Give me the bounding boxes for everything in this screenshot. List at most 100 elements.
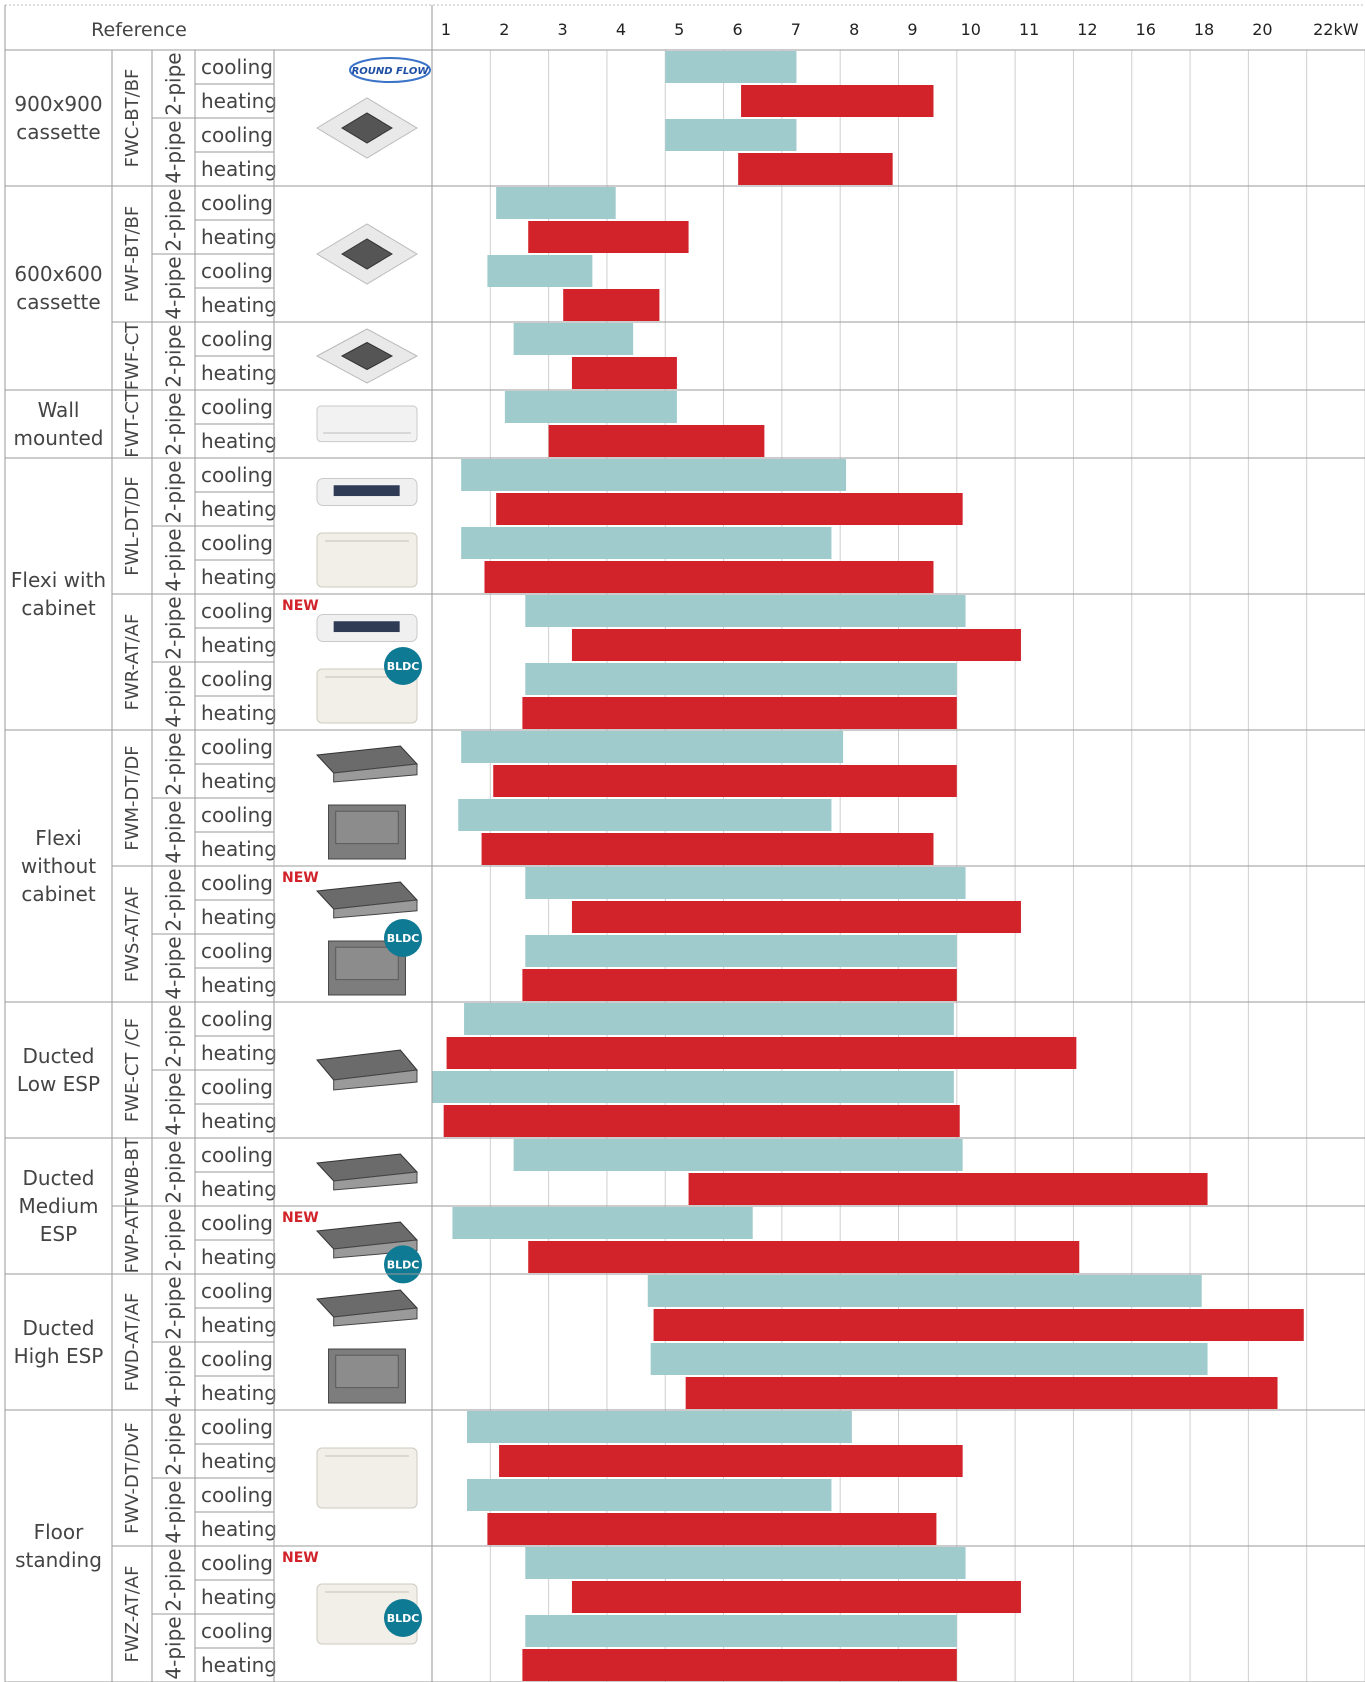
group-label: cabinet	[21, 882, 95, 906]
x-tick-label: 1	[441, 20, 451, 39]
floor-unit-image	[316, 532, 418, 588]
heating-bar	[738, 153, 893, 185]
mode-label: heating	[201, 1653, 277, 1677]
cooling-bar	[461, 527, 832, 559]
model-label: FWB-BT	[122, 1136, 143, 1207]
x-tick-label: 11	[1019, 20, 1039, 39]
mode-label: heating	[201, 497, 277, 521]
pipe-label: 2-pipe	[162, 1140, 186, 1203]
model-label: FWM-DT/DF	[122, 745, 143, 850]
box-unit-image	[328, 940, 406, 996]
heating-bar	[571, 1581, 1021, 1613]
pipe-label: 4-pipe	[162, 256, 186, 319]
group-label: Medium	[19, 1194, 99, 1218]
x-tick-label: 7	[791, 20, 801, 39]
mode-label: cooling	[201, 463, 273, 487]
mode-label: heating	[201, 1313, 277, 1337]
heating-bar	[522, 969, 957, 1001]
pipe-label: 2-pipe	[162, 1276, 186, 1339]
mode-label: cooling	[201, 259, 273, 283]
cooling-bar	[525, 595, 966, 627]
mode-label: cooling	[201, 123, 273, 147]
x-tick-label: 12	[1077, 20, 1097, 39]
group-label: Flexi with	[11, 568, 106, 592]
heating-bar	[741, 85, 934, 117]
heating-bar	[446, 1037, 1077, 1069]
heating-bar	[443, 1105, 960, 1137]
mode-label: cooling	[201, 327, 273, 351]
cassette-image	[315, 328, 419, 384]
pipe-label: 2-pipe	[162, 52, 186, 115]
bldc-text: BLDC	[387, 1612, 420, 1625]
cassette-image	[316, 97, 418, 159]
reference-table: 1 2 3 4 5 6 7 8 9 10 11 12 16 18 20 22kW900x900cassette…	[11, 20, 1359, 1680]
mode-label: cooling	[201, 939, 273, 963]
group-label: cabinet	[21, 596, 95, 620]
heating-bar	[484, 561, 934, 593]
group-label: Ducted	[23, 1166, 95, 1190]
bldc-badge: BLDC	[384, 919, 422, 957]
group-label: cassette	[16, 290, 100, 314]
mode-label: heating	[201, 157, 277, 181]
x-tick-label: 2	[499, 20, 509, 39]
group-label: Floor	[34, 1520, 85, 1544]
mode-label: cooling	[201, 1211, 273, 1235]
reference-header: Reference	[91, 19, 187, 41]
mode-label: cooling	[201, 191, 273, 215]
new-badge: NEW	[282, 1550, 319, 1566]
group-label: mounted	[14, 426, 104, 450]
mode-label: cooling	[201, 531, 273, 555]
heating-bar	[688, 1173, 1208, 1205]
group-label: Ducted	[23, 1044, 95, 1068]
new-badge: NEW	[282, 1210, 319, 1226]
mode-label: heating	[201, 1381, 277, 1405]
model-label: FWR-AT/AF	[122, 614, 143, 711]
heating-bar	[493, 765, 957, 797]
heating-bar	[522, 697, 957, 729]
mode-label: heating	[201, 89, 277, 113]
roundflow-badge: ROUND FLOW	[349, 57, 431, 83]
ducted-unit-image	[316, 1049, 418, 1091]
x-tick-label: 5	[674, 20, 684, 39]
mode-label: heating	[201, 769, 277, 793]
bldc-badge: BLDC	[384, 647, 422, 685]
x-tick-label: 18	[1194, 20, 1214, 39]
mode-label: heating	[201, 1585, 277, 1609]
group-label: Ducted	[23, 1316, 95, 1340]
mode-label: heating	[201, 973, 277, 997]
x-tick-label: 8	[849, 20, 859, 39]
bldc-badge: BLDC	[384, 1599, 422, 1637]
mode-label: heating	[201, 1245, 277, 1269]
cassette-image	[316, 223, 418, 285]
cooling-bar	[665, 51, 797, 83]
heating-bar	[571, 901, 1021, 933]
cooling-bar	[504, 391, 677, 423]
mode-label: cooling	[201, 395, 273, 419]
mode-label: heating	[201, 1517, 277, 1541]
mode-label: cooling	[201, 1279, 273, 1303]
x-tick-label: 20	[1252, 20, 1272, 39]
cooling-bar	[464, 1003, 954, 1035]
pipe-label: 2-pipe	[162, 1004, 186, 1067]
group-label: ESP	[40, 1222, 77, 1246]
mode-label: cooling	[201, 803, 273, 827]
mode-label: cooling	[201, 871, 273, 895]
cooling-bar	[650, 1343, 1208, 1375]
heating-bar	[499, 1445, 963, 1477]
heating-bar	[571, 629, 1021, 661]
x-tick-label: 9	[907, 20, 917, 39]
cooling-bar	[487, 255, 593, 287]
cooling-bar	[466, 1411, 852, 1443]
heating-bar	[685, 1377, 1278, 1409]
heating-bar	[548, 425, 765, 457]
heating-bar	[522, 1649, 957, 1681]
heating-bar	[653, 1309, 1304, 1341]
mode-label: heating	[201, 1449, 277, 1473]
model-label: FWD-AT/AF	[122, 1293, 143, 1392]
group-label: Flexi	[35, 826, 81, 850]
mode-label: cooling	[201, 1347, 273, 1371]
mode-label: cooling	[201, 1143, 273, 1167]
x-tick-label: 6	[732, 20, 742, 39]
wall-unit-image	[316, 405, 418, 443]
pipe-label: 2-pipe	[162, 1208, 186, 1271]
